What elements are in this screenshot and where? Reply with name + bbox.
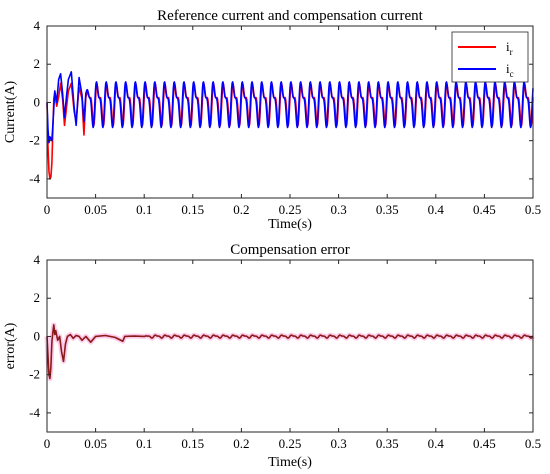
legend-label-ic: ic xyxy=(506,61,514,79)
x-tick-label: 0.1 xyxy=(136,202,152,217)
bottom-chart-plot-area xyxy=(44,322,536,381)
x-tick-label: 0.15 xyxy=(181,202,204,217)
y-tick-label: 4 xyxy=(34,18,41,33)
x-tick-label: 0 xyxy=(44,436,51,451)
bottom-chart-y-ticks: 4 2 0 -2 -4 xyxy=(29,252,533,420)
x-tick-label: 0.45 xyxy=(473,436,496,451)
y-tick-label: 2 xyxy=(34,290,41,305)
x-tick-label: 0.4 xyxy=(428,436,445,451)
top-chart-y-ticks: 4 2 0 -2 -4 xyxy=(29,18,533,186)
x-tick-label: 0.45 xyxy=(473,202,496,217)
legend-label-ir-sub: r xyxy=(510,47,513,57)
bottom-chart-title: Compensation error xyxy=(230,242,350,258)
y-tick-label: -4 xyxy=(29,171,40,186)
x-tick-label: 0.2 xyxy=(233,436,249,451)
bottom-chart-y-label: error(A) xyxy=(3,322,18,369)
x-tick-label: 0.05 xyxy=(84,202,107,217)
top-chart-x-ticks: 0 0.05 0.1 0.15 0.2 0.25 0.3 0.35 0.4 0.45 0.5 xyxy=(44,26,541,217)
series-band xyxy=(44,322,536,381)
x-tick-label: 0.2 xyxy=(233,202,249,217)
top-chart-y-label: Current(A) xyxy=(3,81,18,144)
bottom-chart-axes-box xyxy=(46,259,534,433)
x-tick-label: 0.4 xyxy=(428,202,445,217)
legend-label-ir-base: i xyxy=(506,39,510,54)
bottom-chart-x-label: Time(s) xyxy=(268,455,312,470)
bottom-chart: Compensation error 0 0.05 0.1 0.15 0.2 0.25 0.… xyxy=(3,242,541,470)
top-chart-plot-area xyxy=(46,71,534,180)
x-tick-label: 0.25 xyxy=(279,436,302,451)
x-tick-label: 0.3 xyxy=(330,436,346,451)
x-tick-label: 0.1 xyxy=(136,436,152,451)
y-tick-label: 0 xyxy=(34,328,41,343)
x-tick-label: 0.05 xyxy=(84,436,107,451)
top-chart-title: Reference current and compensation curre… xyxy=(157,8,424,24)
legend-label-ic-base: i xyxy=(506,61,510,76)
bottom-chart-x-ticks: 0 0.05 0.1 0.15 0.2 0.25 0.3 0.35 0.4 0.45 0.5 xyxy=(44,260,541,451)
y-tick-label: -4 xyxy=(29,405,40,420)
y-tick-label: -2 xyxy=(29,133,40,148)
y-tick-label: 2 xyxy=(34,56,41,71)
x-tick-label: 0 xyxy=(44,202,51,217)
legend-box xyxy=(451,31,529,83)
x-tick-label: 0.15 xyxy=(181,436,204,451)
y-tick-label: 4 xyxy=(34,252,41,267)
series-line-series-0 xyxy=(46,324,534,380)
top-chart-x-label: Time(s) xyxy=(268,217,312,232)
x-tick-label: 0.3 xyxy=(330,202,346,217)
x-tick-label: 0.5 xyxy=(525,436,541,451)
top-chart-legend: ir ic xyxy=(451,31,529,83)
y-tick-label: -2 xyxy=(29,367,40,382)
x-tick-label: 0.35 xyxy=(376,436,399,451)
x-tick-label: 0.35 xyxy=(376,202,399,217)
y-tick-label: 0 xyxy=(34,94,41,109)
legend-label-ir: ir xyxy=(506,39,513,57)
top-chart: Reference current and compensation curre… xyxy=(3,8,541,232)
x-tick-label: 0.25 xyxy=(279,202,302,217)
x-tick-label: 0.5 xyxy=(525,202,541,217)
series-line-ic xyxy=(46,71,534,144)
legend-label-ic-sub: c xyxy=(510,69,514,79)
